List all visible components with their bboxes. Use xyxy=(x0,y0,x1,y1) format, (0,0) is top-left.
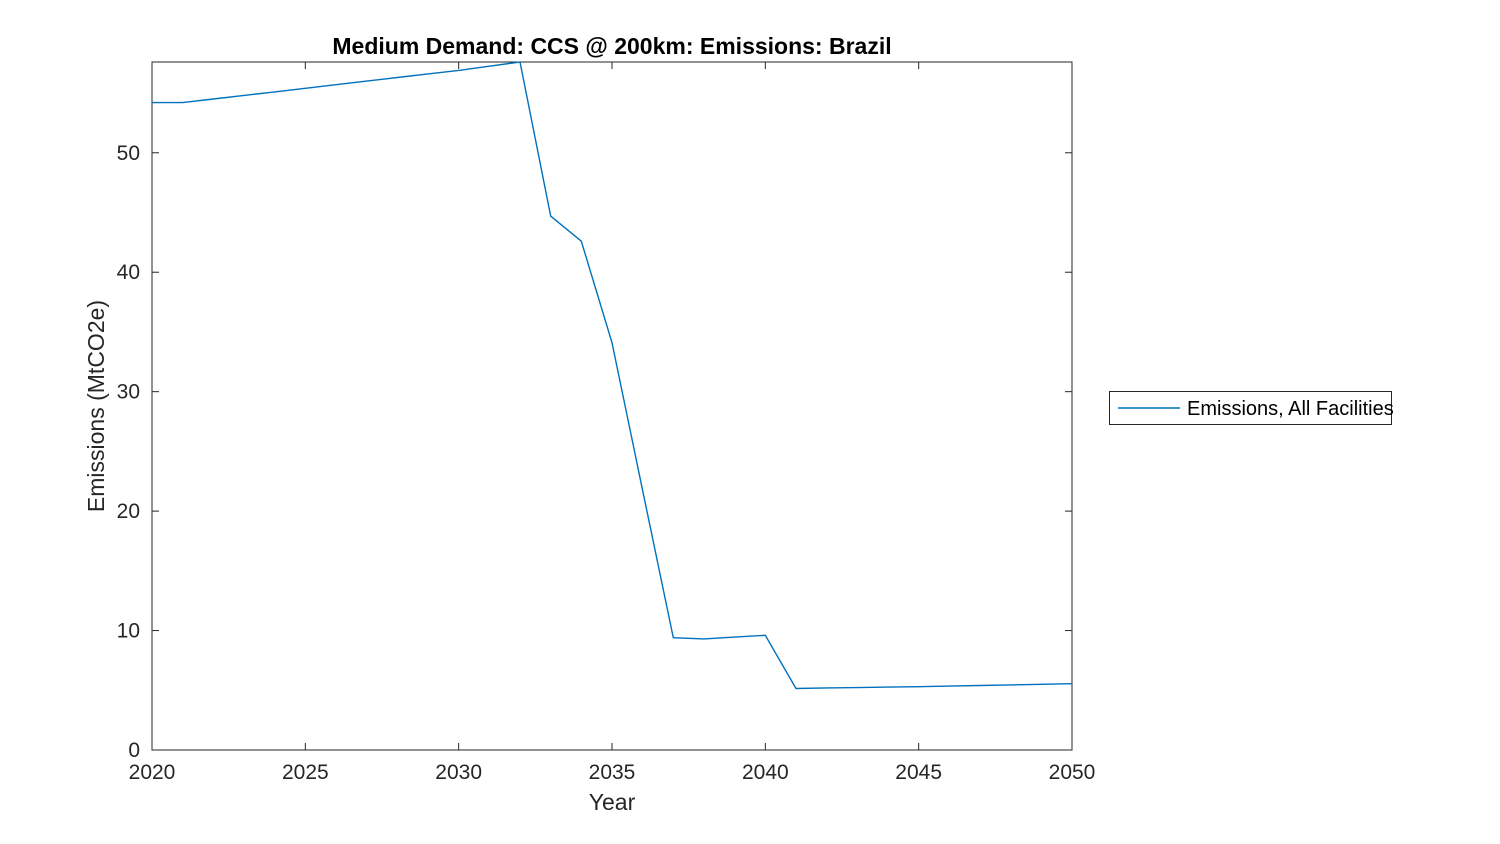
series-line-emissions xyxy=(152,61,1073,690)
y-axis-label: Emissions (MtCO2e) xyxy=(83,300,109,512)
x-axis-label: Year xyxy=(589,789,636,815)
y-tick-label: 10 xyxy=(117,620,140,643)
y-tick-label: 20 xyxy=(117,500,140,523)
plot-frame xyxy=(151,61,1073,751)
y-tick-label: 40 xyxy=(117,261,140,284)
x-tick-labels: 2020 2025 2030 2035 2040 2045 2050 xyxy=(129,761,1096,784)
x-tick-label: 2030 xyxy=(435,761,482,784)
y-tick-label: 50 xyxy=(117,142,140,165)
y-tick-labels: 0 10 20 30 40 50 xyxy=(117,142,140,762)
legend: Emissions, All Facilities xyxy=(1109,391,1394,425)
axis-ticks xyxy=(151,62,1073,751)
x-tick-label: 2050 xyxy=(1049,761,1096,784)
x-tick-label: 2020 xyxy=(129,761,176,784)
legend-label: Emissions, All Facilities xyxy=(1187,398,1394,420)
x-tick-label: 2025 xyxy=(282,761,329,784)
y-tick-label: 30 xyxy=(117,381,140,404)
y-tick-label: 0 xyxy=(128,739,140,762)
x-tick-label: 2035 xyxy=(589,761,636,784)
x-tick-label: 2040 xyxy=(742,761,789,784)
x-tick-label: 2045 xyxy=(895,761,942,784)
chart-title: Medium Demand: CCS @ 200km: Emissions: B… xyxy=(332,33,891,59)
